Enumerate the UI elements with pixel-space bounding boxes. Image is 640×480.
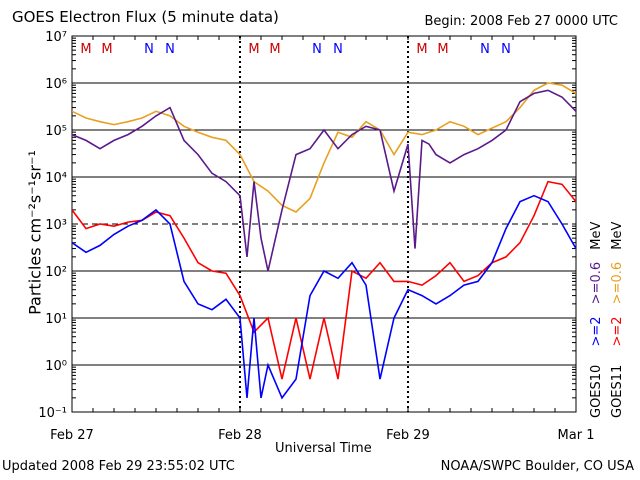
credit-text: NOAA/SWPC Boulder, CO USA — [440, 459, 634, 474]
begin-time: Begin: 2008 Feb 27 0000 UTC — [424, 14, 618, 29]
noon-midnight-marker: N — [144, 42, 154, 57]
y-tick-label: 10⁰ — [45, 359, 67, 374]
y-tick-label: 10⁷ — [45, 30, 67, 45]
x-axis-title: Universal Time — [275, 441, 372, 456]
noon-midnight-marker: N — [165, 42, 175, 57]
noon-midnight-marker: M — [80, 42, 91, 57]
y-tick-label: 10⁴ — [45, 171, 67, 186]
chart-title: GOES Electron Flux (5 minute data) — [12, 8, 279, 26]
y-tick-label: 10¹ — [45, 312, 67, 327]
x-tick-label: Feb 29 — [386, 428, 430, 443]
noon-midnight-marker: N — [312, 42, 322, 57]
noon-midnight-marker: M — [101, 42, 112, 57]
x-tick-label: Feb 27 — [50, 428, 94, 443]
noon-midnight-marker: M — [437, 42, 448, 57]
noon-midnight-marker: N — [480, 42, 490, 57]
noon-midnight-marker: M — [248, 42, 259, 57]
x-tick-label: Mar 1 — [558, 428, 595, 443]
series-line-4 — [72, 194, 576, 400]
y-tick-label: 10³ — [45, 218, 67, 233]
y-tick-label: 10⁵ — [45, 124, 67, 139]
series-line-3 — [72, 180, 576, 380]
noon-midnight-marker: M — [416, 42, 427, 57]
y-tick-label: 10² — [45, 265, 67, 280]
noon-midnight-marker: N — [333, 42, 343, 57]
noon-midnight-marker: M — [269, 42, 280, 57]
updated-timestamp: Updated 2008 Feb 29 23:55:02 UTC — [2, 459, 235, 474]
noon-midnight-marker: N — [501, 42, 511, 57]
y-tick-label: 10⁻¹ — [38, 406, 67, 421]
y-tick-label: 10⁶ — [45, 77, 67, 92]
series-line-2 — [72, 89, 576, 272]
series-line-1 — [72, 82, 576, 213]
x-tick-label: Feb 28 — [218, 428, 262, 443]
